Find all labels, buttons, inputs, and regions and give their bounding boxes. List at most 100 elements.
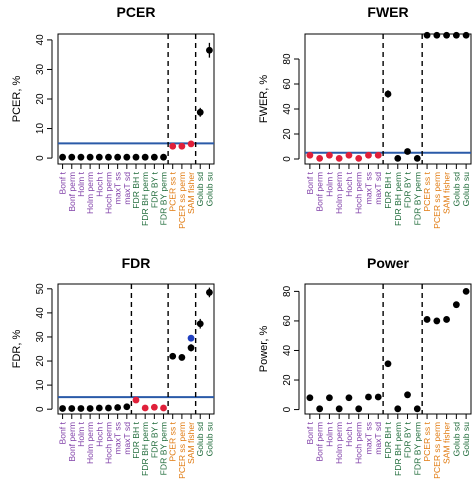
x-tick-label: maxT sd: [373, 172, 383, 205]
y-tick-label: 20: [282, 128, 293, 140]
x-tick-label: Bonf t: [58, 171, 68, 194]
data-point: [365, 393, 372, 401]
data-point: [187, 344, 195, 352]
y-tick-label: 20: [35, 355, 46, 367]
x-tick-label: FDR BH t: [383, 171, 393, 208]
x-tick-label: FDR BY t: [403, 171, 413, 208]
data-point: [423, 316, 431, 323]
x-tick-label: SAM fisher: [186, 172, 196, 214]
x-tick-label: FDR BH perm: [393, 422, 403, 476]
data-point: [77, 153, 85, 161]
data-point: [123, 153, 131, 161]
y-tick-label: 30: [35, 63, 46, 75]
x-tick-label: maxT ss: [363, 422, 373, 454]
data-point: [335, 405, 343, 413]
x-tick-label: FDR BY perm: [159, 422, 169, 475]
plot-frame: [304, 33, 472, 165]
data-point: [462, 287, 470, 295]
y-tick-label: 0: [282, 406, 293, 412]
x-tick-label: FDR BH t: [131, 421, 141, 458]
y-tick-label: 40: [282, 344, 293, 356]
x-tick-label: FDR BH perm: [140, 172, 150, 226]
x-tick-label: SAM fisher: [186, 422, 196, 464]
x-tick-label: Bonf perm: [67, 422, 77, 462]
data-point: [150, 403, 158, 411]
data-point: [452, 301, 460, 309]
y-tick-label: 20: [282, 374, 293, 386]
x-tick-label: Hoch t: [344, 421, 354, 446]
data-point: [326, 394, 333, 402]
x-tick-label: Bonf t: [305, 171, 315, 194]
x-tick-label: Hoch t: [94, 171, 104, 196]
x-tick-label: Hoch perm: [354, 172, 364, 214]
data-point: [169, 142, 177, 150]
x-tick-label: PCER ss t: [168, 171, 178, 211]
x-tick-label: FDR BH perm: [393, 172, 403, 226]
y-axis-label: Power, %: [258, 326, 270, 373]
data-point: [423, 31, 431, 39]
y-tick-label: 0: [282, 156, 293, 162]
data-point: [374, 151, 382, 159]
data-point: [462, 31, 470, 39]
data-point: [114, 153, 122, 161]
x-tick-label: maxT sd: [373, 422, 383, 455]
x-tick-label: Holm perm: [334, 422, 344, 464]
data-point: [68, 153, 76, 161]
data-point: [196, 320, 204, 328]
y-tick-label: 10: [35, 379, 46, 391]
x-tick-label: Golub su: [461, 172, 471, 207]
data-point: [105, 153, 112, 161]
data-point: [335, 154, 343, 162]
x-tick-label: PCER ss t: [422, 171, 432, 211]
data-point: [59, 405, 66, 412]
x-tick-label: Golub su: [204, 172, 214, 207]
x-tick-label: Bonf perm: [67, 172, 77, 212]
data-point: [355, 154, 363, 162]
x-tick-label: Hoch perm: [103, 422, 113, 464]
data-point: [443, 316, 450, 323]
data-point: [59, 153, 66, 161]
data-point: [384, 90, 392, 98]
x-tick-label: maxT sd: [122, 422, 132, 455]
data-point: [404, 391, 411, 399]
x-tick-label: Golub sd: [451, 422, 461, 457]
data-point: [345, 394, 353, 402]
x-tick-label: Holm t: [324, 171, 334, 196]
y-tick-label: 50: [35, 283, 46, 295]
x-tick-label: Holm t: [76, 171, 86, 196]
x-tick-label: Hoch perm: [103, 172, 113, 214]
panel-title: FDR: [122, 255, 151, 271]
data-point: [394, 405, 402, 413]
y-tick-label: 40: [35, 307, 46, 319]
x-tick-label: maxT ss: [113, 422, 123, 454]
data-point: [86, 405, 94, 412]
data-point: [132, 153, 140, 161]
data-point: [413, 405, 421, 413]
y-tick-label: 40: [282, 103, 293, 115]
data-point: [77, 405, 85, 412]
x-tick-label: PCER ss t: [422, 421, 432, 461]
y-tick-label: 0: [35, 406, 46, 412]
x-tick-label: Bonf t: [305, 421, 315, 444]
data-point: [169, 352, 177, 360]
x-tick-label: FDR BH t: [383, 421, 393, 458]
data-point: [178, 354, 186, 361]
x-tick-label: Golub sd: [195, 172, 205, 207]
x-tick-label: FDR BH t: [131, 171, 141, 208]
data-point: [306, 394, 314, 402]
x-tick-label: PCER ss perm: [432, 422, 442, 479]
y-tick-label: 40: [35, 34, 46, 46]
data-point: [316, 154, 324, 162]
x-tick-label: Bonf perm: [315, 422, 325, 462]
x-tick-label: Holm t: [324, 421, 334, 446]
data-point: [433, 31, 441, 39]
x-tick-label: Golub su: [204, 422, 214, 457]
panel-title: FWER: [367, 4, 408, 20]
data-point: [413, 154, 421, 162]
x-tick-label: maxT ss: [113, 172, 123, 204]
data-point: [196, 108, 204, 116]
x-tick-label: FDR BY t: [403, 421, 413, 458]
